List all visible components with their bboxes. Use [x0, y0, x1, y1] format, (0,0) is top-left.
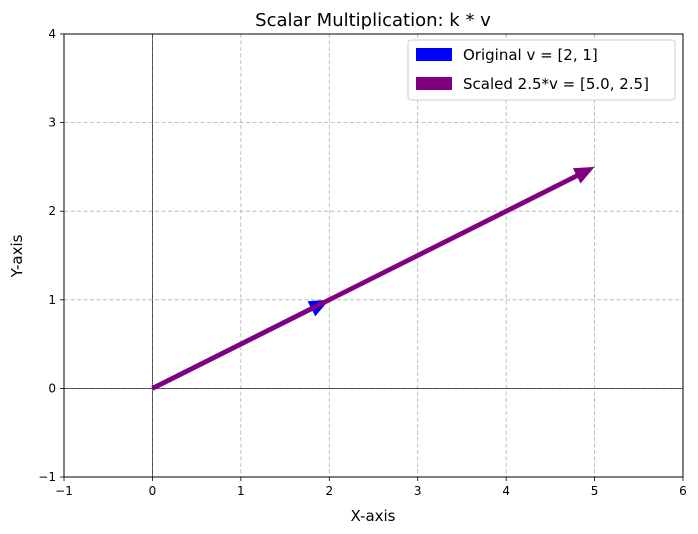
- zero-lines: [64, 34, 683, 477]
- legend-frame: [407, 39, 676, 101]
- y-tick-label-2: 1: [48, 293, 56, 307]
- y-axis-label: Y-axis: [8, 234, 26, 278]
- vector-arrow-scaled: [151, 166, 595, 391]
- x-tick-label-2: 1: [237, 484, 245, 498]
- x-tick-label-0: −1: [55, 484, 73, 498]
- legend: Original v = [2, 1] Scaled 2.5*v = [5.0,…: [407, 39, 676, 101]
- x-axis-label: X-axis: [351, 507, 396, 525]
- x-tick-label-7: 6: [679, 484, 687, 498]
- legend-label-scaled: Scaled 2.5*v = [5.0, 2.5]: [463, 75, 649, 93]
- y-ticks: −1 0 1 2 3 4: [38, 27, 64, 484]
- vectors: [151, 166, 595, 391]
- x-tick-label-3: 2: [325, 484, 333, 498]
- chart-title: Scalar Multiplication: k * v: [255, 10, 491, 31]
- legend-swatch-original: [416, 48, 452, 61]
- x-tick-label-6: 5: [591, 484, 599, 498]
- legend-label-original: Original v = [2, 1]: [463, 46, 598, 64]
- plot-area: [63, 33, 684, 478]
- y-tick-label-4: 3: [48, 116, 56, 130]
- x-tick-label-1: 0: [149, 484, 157, 498]
- legend-swatch-scaled: [416, 77, 452, 90]
- x-tick-label-4: 3: [414, 484, 422, 498]
- y-tick-label-5: 4: [48, 27, 56, 41]
- y-tick-label-0: −1: [38, 470, 56, 484]
- y-tick-label-1: 0: [48, 381, 56, 395]
- x-ticks: −1 0 1 2 3 4 5 6: [55, 477, 687, 498]
- y-tick-label-3: 2: [48, 204, 56, 218]
- x-tick-label-5: 4: [502, 484, 510, 498]
